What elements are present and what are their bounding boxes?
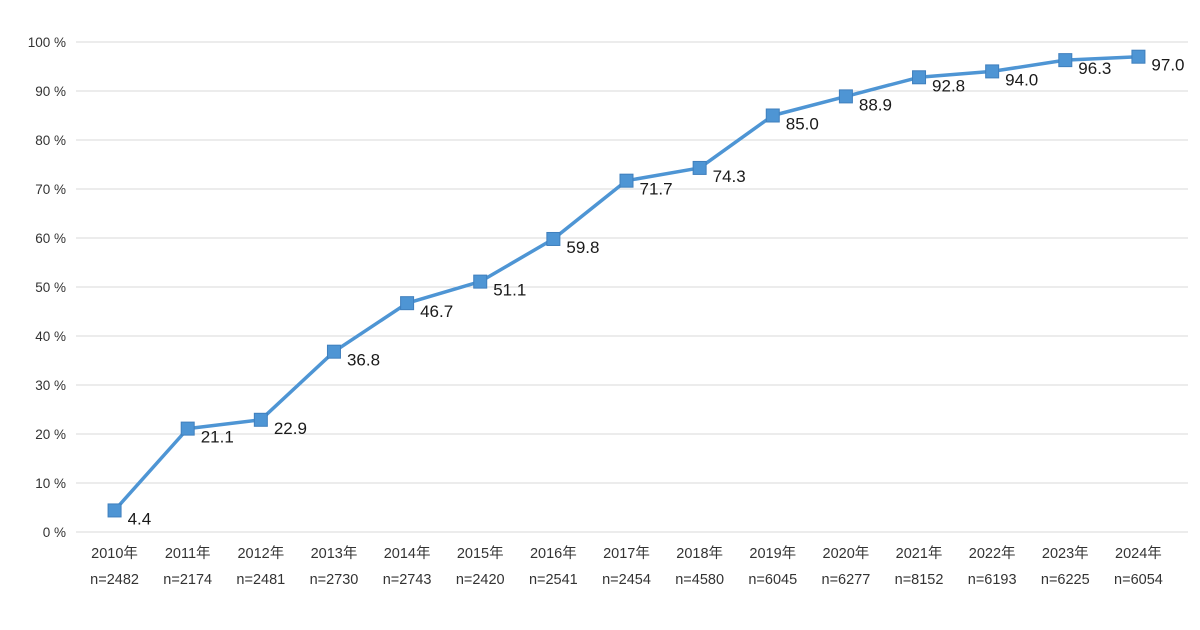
data-point-value-label: 46.7 xyxy=(420,302,453,321)
data-point-value-label: 4.4 xyxy=(128,509,152,528)
x-axis-n-label: n=6277 xyxy=(822,572,871,588)
data-point-marker xyxy=(692,160,707,175)
y-axis-tick-label: 60 % xyxy=(35,231,66,246)
y-axis-tick-label: 40 % xyxy=(35,329,66,344)
y-axis-tick-label: 10 % xyxy=(35,476,66,491)
x-axis-n-label: n=6045 xyxy=(748,572,797,588)
data-point-value-label: 51.1 xyxy=(493,281,526,300)
x-axis-n-label: n=2482 xyxy=(90,572,139,588)
data-point-value-label: 36.8 xyxy=(347,351,380,370)
x-axis-n-label: n=2730 xyxy=(310,572,359,588)
x-axis-n-label: n=2541 xyxy=(529,572,578,588)
data-point-value-label: 85.0 xyxy=(786,115,819,134)
data-point-marker xyxy=(253,412,268,427)
data-point-value-label: 94.0 xyxy=(1005,70,1038,89)
x-axis-n-label: n=2454 xyxy=(602,572,651,588)
x-axis-n-label: n=2174 xyxy=(163,572,212,588)
y-axis-tick-label: 50 % xyxy=(35,280,66,295)
data-point-marker xyxy=(619,173,634,188)
data-point-value-label: 92.8 xyxy=(932,76,965,95)
y-axis-tick-label: 20 % xyxy=(35,427,66,442)
x-axis-label: 2019年 xyxy=(749,545,796,562)
data-point-marker xyxy=(912,70,927,85)
y-axis-tick-label: 100 % xyxy=(28,35,66,50)
x-axis-n-label: n=8152 xyxy=(895,572,944,588)
x-axis-label: 2014年 xyxy=(384,545,431,562)
x-axis-label: 2012年 xyxy=(237,545,284,562)
data-point-value-label: 59.8 xyxy=(566,238,599,257)
data-point-value-label: 97.0 xyxy=(1151,56,1184,75)
data-point-marker xyxy=(107,503,122,518)
x-axis-label: 2021年 xyxy=(896,545,943,562)
data-point-marker xyxy=(180,421,195,436)
x-axis-label: 2010年 xyxy=(91,545,138,562)
x-axis-label: 2015年 xyxy=(457,545,504,562)
x-axis-label: 2024年 xyxy=(1115,545,1162,562)
x-axis-label: 2023年 xyxy=(1042,545,1089,562)
x-axis-label: 2011年 xyxy=(165,545,211,562)
data-point-value-label: 74.3 xyxy=(713,167,746,186)
x-axis-n-label: n=4580 xyxy=(675,572,724,588)
x-axis-n-label: n=6193 xyxy=(968,572,1017,588)
x-axis-n-label: n=6054 xyxy=(1114,572,1163,588)
x-axis-n-label: n=2743 xyxy=(383,572,432,588)
x-axis-label: 2022年 xyxy=(969,545,1016,562)
data-point-value-label: 22.9 xyxy=(274,419,307,438)
data-point-marker xyxy=(400,296,415,311)
y-axis-tick-label: 70 % xyxy=(35,182,66,197)
y-axis-tick-label: 80 % xyxy=(35,133,66,148)
y-axis-tick-label: 90 % xyxy=(35,84,66,99)
y-axis-tick-label: 0 % xyxy=(43,525,66,540)
x-axis-label: 2020年 xyxy=(823,545,870,562)
x-axis-label: 2016年 xyxy=(530,545,577,562)
x-axis-n-label: n=2481 xyxy=(236,572,285,588)
x-axis-label: 2018年 xyxy=(676,545,723,562)
data-point-value-label: 71.7 xyxy=(640,180,673,199)
data-point-value-label: 96.3 xyxy=(1078,59,1111,78)
data-point-marker xyxy=(765,108,780,123)
data-point-value-label: 21.1 xyxy=(201,428,234,447)
x-axis-label: 2013年 xyxy=(311,545,358,562)
data-point-value-label: 88.9 xyxy=(859,95,892,114)
data-point-marker xyxy=(473,274,488,289)
data-point-marker xyxy=(546,231,561,246)
data-point-marker xyxy=(1058,53,1073,68)
data-point-marker xyxy=(326,344,341,359)
data-point-marker xyxy=(838,89,853,104)
y-axis-tick-label: 30 % xyxy=(35,378,66,393)
x-axis-label: 2017年 xyxy=(603,545,650,562)
x-axis-n-label: n=6225 xyxy=(1041,572,1090,588)
x-axis-n-label: n=2420 xyxy=(456,572,505,588)
data-point-marker xyxy=(985,64,1000,79)
data-point-marker xyxy=(1131,49,1146,64)
